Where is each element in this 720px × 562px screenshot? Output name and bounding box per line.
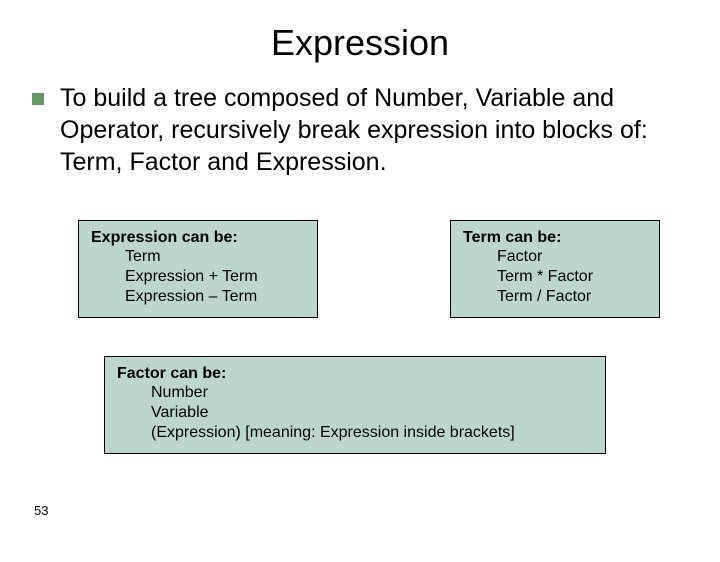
factor-box-title: Factor can be: <box>117 365 593 383</box>
term-box-line: Term * Factor <box>463 267 647 287</box>
term-box-line: Term / Factor <box>463 287 647 307</box>
expression-box-line: Expression + Term <box>91 267 305 287</box>
grammar-boxes-row: Expression can be: Term Expression + Ter… <box>0 220 720 318</box>
expression-box: Expression can be: Term Expression + Ter… <box>78 220 318 318</box>
expression-box-line: Term <box>91 247 305 267</box>
factor-box-line: Number <box>117 383 593 403</box>
slide-title: Expression <box>0 22 720 64</box>
term-box: Term can be: Factor Term * Factor Term /… <box>450 220 660 318</box>
bullet-item: To build a tree composed of Number, Vari… <box>0 82 720 178</box>
bullet-text: To build a tree composed of Number, Vari… <box>60 82 712 178</box>
term-box-line: Factor <box>463 247 647 267</box>
factor-box-line: (Expression) [meaning: Expression inside… <box>117 423 593 443</box>
expression-box-title: Expression can be: <box>91 229 305 247</box>
bullet-square-icon <box>32 93 44 105</box>
factor-box: Factor can be: Number Variable (Expressi… <box>104 356 606 454</box>
term-box-title: Term can be: <box>463 229 647 247</box>
expression-box-line: Expression – Term <box>91 287 305 307</box>
page-number: 53 <box>34 503 48 518</box>
factor-box-line: Variable <box>117 403 593 423</box>
